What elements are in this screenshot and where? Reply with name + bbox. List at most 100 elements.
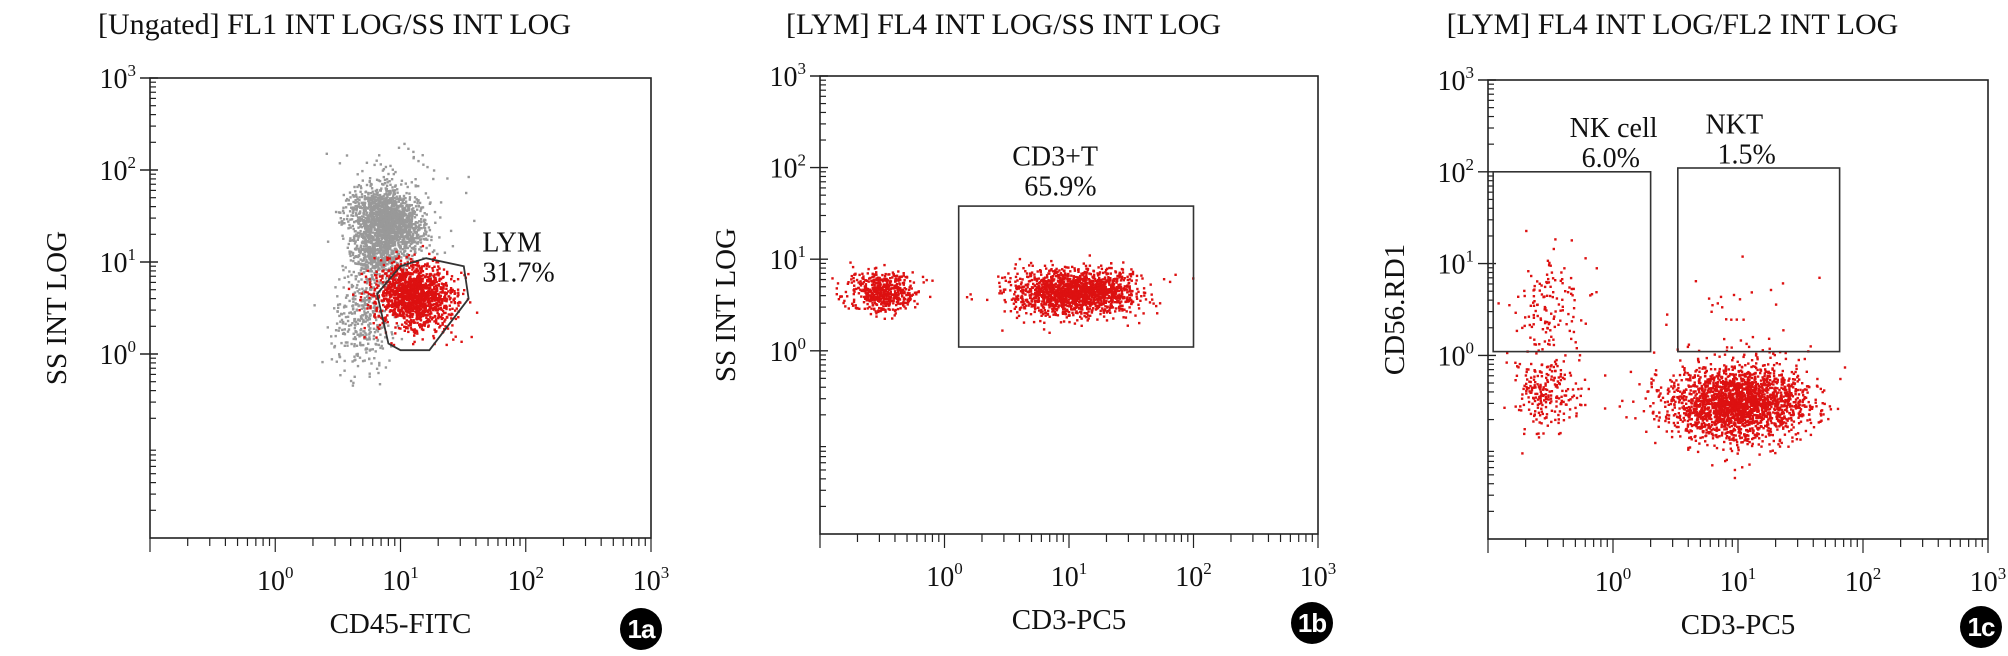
event-dot [419, 223, 422, 226]
event-dot [368, 227, 372, 230]
event-dot [355, 214, 358, 217]
event-dot [414, 248, 417, 251]
event-dot [369, 269, 373, 272]
event-dot [391, 283, 394, 286]
event-dot [1048, 331, 1051, 334]
event-dot [420, 286, 423, 290]
event-dot [365, 233, 368, 236]
event-dot [333, 346, 336, 349]
event-dot [348, 191, 352, 194]
event-dot [867, 280, 870, 283]
event-dot [454, 317, 458, 321]
event-dot [351, 297, 355, 301]
event-dot [415, 233, 419, 236]
event-dot [869, 312, 873, 316]
event-dot [1155, 304, 1158, 308]
event-dot [394, 290, 397, 293]
event-dot [384, 255, 388, 258]
event-dot [865, 297, 869, 300]
event-dot [895, 293, 898, 297]
event-dot [898, 283, 902, 286]
event-dot [882, 283, 886, 287]
event-dot [386, 219, 389, 223]
event-dot [888, 308, 891, 311]
event-dot [389, 229, 393, 232]
event-dot [401, 283, 404, 286]
event-dot [366, 226, 369, 229]
event-dot [424, 299, 427, 302]
event-dot [380, 340, 384, 343]
event-dot [413, 200, 416, 204]
event-dot [423, 308, 426, 311]
event-dot [407, 285, 411, 289]
event-dot [437, 297, 440, 301]
event-dot [417, 286, 421, 289]
event-dot [399, 301, 402, 305]
event-dot [396, 315, 399, 318]
event-dot [394, 297, 397, 300]
event-dot [872, 275, 875, 278]
event-dot [368, 292, 371, 296]
event-dot [898, 276, 901, 279]
event-dot [430, 238, 433, 242]
event-dot [371, 209, 374, 212]
event-dot [884, 272, 887, 276]
event-dot [450, 275, 454, 278]
event-dot [417, 281, 421, 284]
event-dot [352, 332, 355, 335]
event-dot [364, 337, 368, 340]
event-dot [384, 165, 388, 169]
event-dot [395, 211, 399, 214]
event-dot [336, 295, 339, 298]
event-dot [445, 307, 448, 311]
event-dot [425, 320, 428, 324]
event-dot [1142, 312, 1145, 315]
event-dot [361, 264, 364, 267]
event-dot [377, 219, 381, 222]
event-dot [437, 274, 440, 277]
event-dot [884, 302, 887, 305]
event-dot [377, 210, 381, 213]
event-dot [383, 319, 386, 323]
event-dot [378, 327, 381, 330]
event-dot [915, 293, 918, 296]
event-dot [421, 314, 424, 318]
event-dot [404, 281, 407, 284]
event-dot [342, 237, 345, 240]
event-dot [403, 297, 407, 301]
event-dot [421, 280, 424, 283]
event-dot [390, 241, 394, 244]
event-dot [378, 223, 382, 226]
event-dot [872, 278, 875, 281]
event-dot [405, 214, 408, 217]
event-dot [406, 261, 409, 264]
event-dot [440, 291, 444, 294]
event-dot [370, 277, 373, 280]
event-dot [382, 209, 385, 212]
event-dot [416, 305, 419, 308]
event-dot [445, 300, 448, 303]
event-dot [357, 260, 360, 264]
event-dot [351, 253, 355, 257]
event-dot [409, 285, 412, 289]
event-dot [424, 219, 427, 222]
event-dot [431, 267, 434, 270]
event-dot [379, 333, 382, 336]
event-dot [407, 237, 411, 240]
event-dot [396, 191, 399, 194]
event-dot [354, 320, 358, 324]
event-dot [395, 255, 398, 258]
event-dot [441, 289, 444, 293]
event-dot [878, 306, 881, 310]
event-dot [384, 288, 387, 291]
event-dot [381, 321, 384, 325]
event-dot [407, 147, 410, 150]
event-dot [416, 221, 419, 224]
event-dot [395, 266, 399, 270]
event-dot [374, 255, 377, 258]
event-dot [418, 227, 421, 230]
event-dot [367, 199, 370, 203]
event-dot [410, 204, 413, 207]
event-dot [870, 307, 873, 310]
event-dot [392, 252, 395, 255]
